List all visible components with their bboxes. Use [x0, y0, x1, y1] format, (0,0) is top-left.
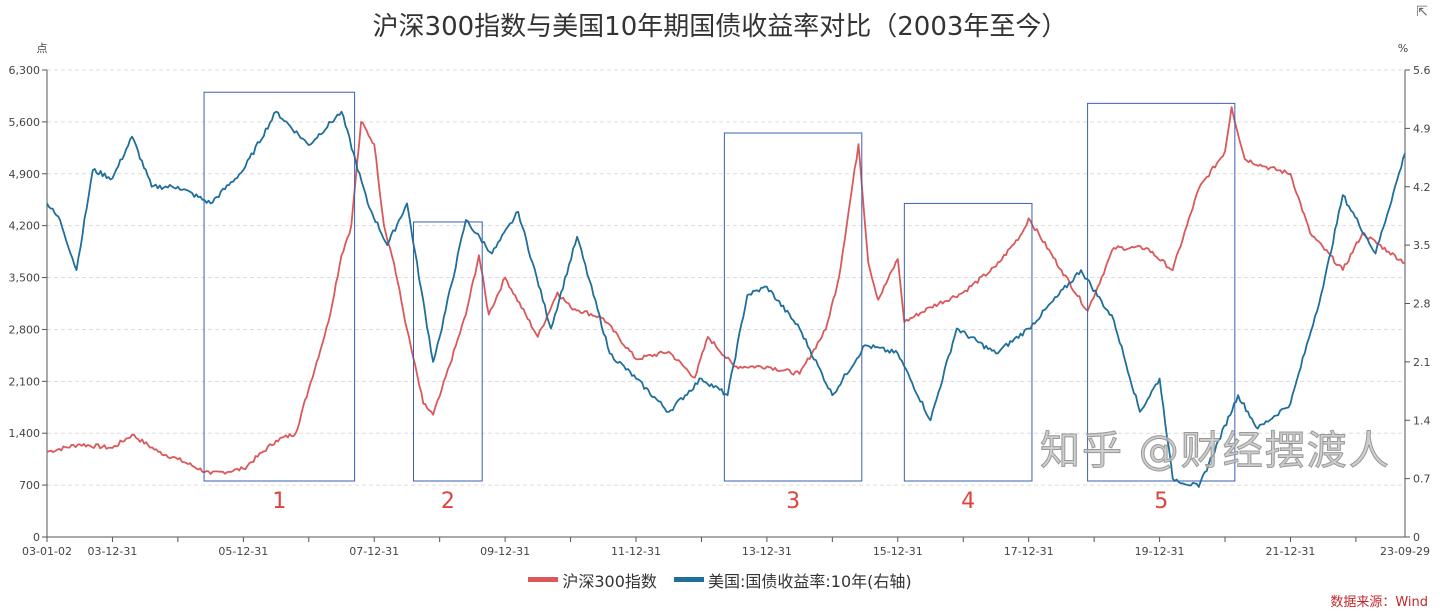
- right-tick-label: 2.1: [1413, 356, 1431, 369]
- annotation-label-4: 4: [961, 489, 975, 514]
- left-tick-label: 2,800: [9, 323, 41, 336]
- left-axis-unit: 点: [37, 42, 48, 55]
- annotation-box-2: [412, 221, 483, 482]
- x-tick-label: 21-12-31: [1266, 545, 1316, 558]
- legend-swatch-csi300: [528, 577, 559, 582]
- left-tick-label: 0: [33, 531, 40, 544]
- left-tick-label: 6,300: [9, 64, 41, 77]
- legend-swatch-us10y: [674, 577, 704, 582]
- left-tick-label: 5,600: [9, 116, 41, 129]
- left-tick-label: 700: [19, 479, 40, 492]
- left-tick-label: 3,500: [9, 272, 41, 285]
- x-tick-label: 11-12-31: [611, 545, 661, 558]
- legend: 沪深300指数 美国:国债收益率:10年(右轴): [0, 567, 1440, 592]
- legend-item-us10y[interactable]: 美国:国债收益率:10年(右轴): [674, 568, 912, 592]
- x-tick-label: 05-12-31: [218, 545, 268, 558]
- annotation-label-1: 1: [272, 489, 286, 514]
- annotation-label-3: 3: [786, 489, 800, 514]
- annotation-box-3: [723, 132, 863, 482]
- x-tick-label: 03-01-02: [22, 545, 72, 558]
- x-tick-label: 17-12-31: [1004, 545, 1054, 558]
- chart-title: 沪深300指数与美国10年期国债收益率对比（2003年至今）: [372, 12, 1068, 42]
- x-tick-label: 13-12-31: [742, 545, 792, 558]
- annotation-box-4: [903, 202, 1033, 482]
- right-tick-label: 4.2: [1413, 181, 1431, 194]
- right-tick-label: 5.6: [1413, 64, 1431, 77]
- annotation-label-2: 2: [441, 489, 455, 514]
- legend-label-us10y: 美国:国债收益率:10年(右轴): [708, 571, 912, 591]
- legend-label-csi300: 沪深300指数: [562, 571, 657, 591]
- right-tick-label: 1.4: [1413, 414, 1431, 427]
- annotation-label-5: 5: [1154, 489, 1168, 514]
- left-tick-label: 2,100: [9, 375, 41, 388]
- x-tick-label: 07-12-31: [349, 545, 399, 558]
- right-axis-unit: %: [1398, 42, 1408, 55]
- external-link-icon[interactable]: ⇱: [1416, 4, 1428, 20]
- right-tick-label: 3.5: [1413, 239, 1431, 252]
- data-source: 数据来源：Wind: [1330, 595, 1428, 610]
- legend-item-csi300[interactable]: 沪深300指数: [528, 568, 657, 592]
- watermark: 知乎 @财经摆渡人: [1040, 428, 1391, 475]
- x-tick-label: 15-12-31: [873, 545, 923, 558]
- left-tick-label: 4,200: [9, 220, 41, 233]
- annotation-box-5: [1087, 102, 1236, 482]
- series-line-csi300: [46, 106, 1406, 475]
- x-tick-label: 19-12-31: [1135, 545, 1185, 558]
- left-tick-label: 1,400: [9, 427, 41, 440]
- series-line-us10y: [46, 110, 1406, 488]
- x-tick-label: 23-09-29: [1380, 545, 1430, 558]
- annotation-box-1: [203, 91, 356, 482]
- right-tick-label: 0: [1413, 531, 1420, 544]
- right-tick-label: 0.7: [1413, 473, 1431, 486]
- left-tick-label: 4,900: [9, 168, 41, 181]
- right-tick-label: 2.8: [1413, 298, 1431, 311]
- right-tick-label: 4.9: [1413, 122, 1431, 135]
- x-tick-label: 09-12-31: [480, 545, 530, 558]
- x-tick-label: 03-12-31: [87, 545, 137, 558]
